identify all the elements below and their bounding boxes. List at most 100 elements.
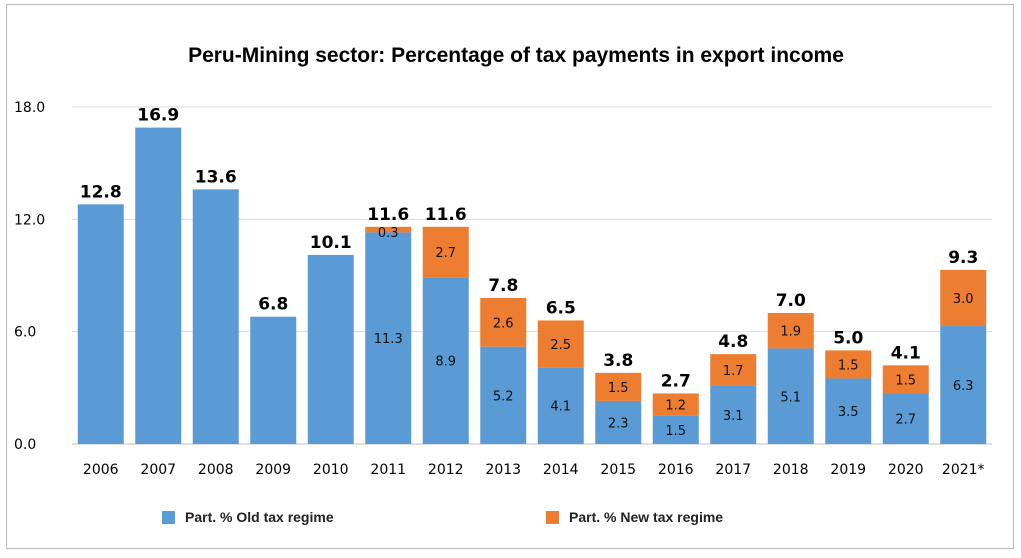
data-label-old-regime: 1.5 (665, 424, 686, 439)
bar-old-regime (825, 378, 872, 444)
bar-old-regime (710, 385, 757, 444)
bar-old-regime (652, 415, 699, 444)
bar-new-regime (710, 354, 757, 386)
bar-old-regime (882, 393, 929, 444)
x-tick-label: 2015 (600, 462, 636, 478)
x-tick-label: 2010 (313, 462, 349, 478)
x-tick-label: 2012 (428, 462, 464, 478)
data-label-total: 11.6 (367, 205, 409, 225)
data-label-total: 7.8 (488, 276, 518, 296)
bar-group: 3.0 6.3 9.3 (940, 248, 987, 444)
data-label-old-regime: 6.3 (953, 379, 974, 394)
bar-group: 10.1 (307, 233, 354, 444)
bar-group: 1.5 2.7 4.1 (882, 343, 929, 444)
bar-old-regime (135, 127, 182, 444)
data-label-total: 4.8 (718, 332, 748, 352)
bar-old-regime (365, 232, 412, 444)
data-label-new-regime: 1.5 (608, 381, 629, 396)
x-tick-label: 2007 (140, 462, 176, 478)
bar-group: 13.6 (192, 167, 239, 444)
legend-swatch-old (162, 511, 175, 524)
bar-group: 1.2 1.5 2.7 (652, 371, 699, 444)
bar-group: 2.5 4.1 6.5 (537, 298, 584, 444)
legend: Part. % Old tax regime Part. % New tax r… (162, 509, 723, 525)
data-label-total: 11.6 (425, 205, 467, 225)
bar-new-regime (940, 269, 987, 327)
chart-title: Peru-Mining sector: Percentage of tax pa… (188, 44, 844, 67)
data-label-new-regime: 2.5 (550, 338, 571, 353)
data-label-old-regime: 8.9 (435, 355, 456, 370)
x-tick-label: 2020 (888, 462, 924, 478)
data-label-total: 10.1 (310, 233, 352, 253)
data-label-old-regime: 4.1 (550, 400, 571, 415)
data-label-new-regime: 1.2 (665, 399, 686, 414)
bar-group: 2.6 5.2 7.8 (480, 276, 527, 444)
data-label-total: 12.8 (80, 182, 122, 202)
data-label-total: 6.5 (546, 298, 576, 318)
x-axis-labels: 2006 2007 2008 2009 2010 2011 2012 2013 2014 2015… (83, 462, 985, 478)
legend-swatch-new (546, 511, 559, 524)
data-label-total: 4.1 (891, 343, 921, 363)
bar-group: 1.9 5.1 7.0 (767, 291, 814, 444)
bar-new-regime (480, 297, 527, 347)
y-tick-label: 12.0 (14, 212, 45, 228)
bar-old-regime (480, 346, 527, 444)
data-label-old-regime: 3.5 (838, 405, 859, 420)
bar-old-regime (307, 254, 354, 444)
data-label-new-regime: 2.6 (493, 316, 514, 331)
data-label-total: 6.8 (258, 295, 288, 315)
bar-group: 16.9 (135, 106, 182, 444)
x-tick-label: 2014 (543, 462, 579, 478)
x-tick-label: 2008 (198, 462, 234, 478)
bar-group: 0.3 11.3 11.6 (365, 205, 412, 444)
bar-new-regime (537, 320, 584, 368)
data-label-new-regime: 1.5 (895, 373, 916, 388)
bar-new-regime (825, 350, 872, 379)
y-tick-label: 18.0 (14, 100, 45, 116)
data-label-old-regime: 5.2 (493, 389, 514, 404)
bar-group: 6.8 (250, 295, 297, 444)
x-tick-label: 2017 (715, 462, 751, 478)
data-label-new-regime: 2.7 (435, 246, 456, 261)
data-label-new-regime: 3.0 (953, 292, 974, 307)
bar-group: 12.8 (77, 182, 124, 444)
legend-label-old: Part. % Old tax regime (185, 509, 334, 525)
data-label-old-regime: 2.3 (608, 416, 629, 431)
x-tick-label: 2011 (370, 462, 406, 478)
data-label-total: 9.3 (948, 248, 978, 268)
bars: 12.8 16.9 13.6 6.8 10.1 0.3 11.3 11.6 2.7 8.9 11.6… (77, 106, 987, 444)
data-label-old-regime: 11.3 (374, 332, 403, 347)
data-label-old-regime: 3.1 (723, 409, 744, 424)
bar-group: 1.7 3.1 4.8 (710, 332, 757, 444)
bar-old-regime (767, 348, 814, 444)
data-label-total: 3.8 (603, 351, 633, 371)
data-label-total: 2.7 (661, 371, 691, 391)
x-tick-label: 2018 (773, 462, 809, 478)
bar-old-regime (422, 277, 469, 444)
y-tick-label: 0.0 (14, 437, 36, 453)
data-label-total: 13.6 (195, 167, 237, 187)
data-label-total: 16.9 (137, 106, 179, 126)
bar-group: 1.5 2.3 3.8 (595, 351, 642, 444)
bar-old-regime (940, 326, 987, 444)
bar-old-regime (537, 367, 584, 444)
x-tick-label: 2021* (942, 462, 985, 478)
bar-group: 1.5 3.5 5.0 (825, 328, 872, 444)
x-tick-label: 2019 (830, 462, 866, 478)
data-label-new-regime: 0.3 (378, 226, 399, 241)
data-label-new-regime: 1.5 (838, 358, 859, 373)
bar-new-regime (767, 312, 814, 349)
bar-old-regime (77, 204, 124, 444)
data-label-total: 5.0 (833, 328, 863, 348)
bar-new-regime (365, 226, 412, 233)
bar-old-regime (192, 189, 239, 444)
y-axis-labels: 0.0 6.0 12.0 18.0 (14, 100, 45, 453)
bar-old-regime (250, 316, 297, 444)
data-label-new-regime: 1.7 (723, 364, 744, 379)
x-tick-label: 2009 (255, 462, 291, 478)
bar-new-regime (652, 393, 699, 416)
data-label-new-regime: 1.9 (780, 325, 801, 340)
bar-old-regime (595, 400, 642, 444)
data-label-old-regime: 5.1 (780, 390, 801, 405)
